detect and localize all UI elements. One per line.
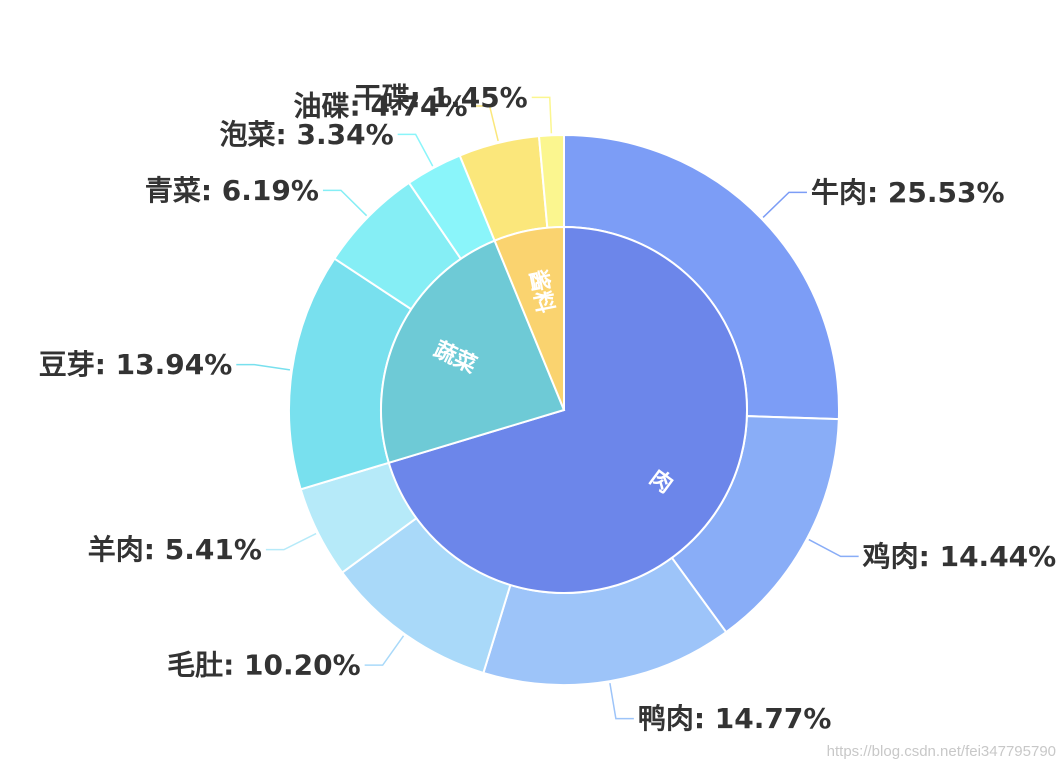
inner-slice-1 (380, 239, 566, 465)
inner-ring (380, 225, 748, 594)
leader-line-9 (531, 96, 553, 134)
outer-slice-label-2: 鸭肉: 14.77% (638, 702, 832, 735)
leader-line-4 (265, 532, 317, 551)
leader-line-8 (471, 105, 499, 142)
inner-slice-2 (493, 225, 565, 411)
leader-line-1 (808, 538, 859, 558)
outer-slice-label-5: 豆芽: 13.94% (39, 348, 233, 381)
leader-line-3 (364, 635, 405, 666)
outer-ring (288, 133, 840, 686)
leader-line-6 (322, 189, 368, 217)
leader-line-7 (397, 133, 434, 167)
label-leader-lines (236, 96, 859, 720)
outer-slice-label-4: 羊肉: 5.41% (88, 533, 262, 566)
outer-slice-label-3: 毛肚: 10.20% (167, 649, 361, 682)
outer-slice-label-7: 泡菜: 3.34% (220, 118, 394, 151)
outer-slice-label-1: 鸡肉: 14.44% (862, 540, 1057, 573)
outer-slice-label-6: 青菜: 6.19% (145, 174, 319, 207)
inner-slice-0 (387, 225, 748, 594)
watermark: https://blog.csdn.net/fei347795790 (826, 743, 1056, 760)
leader-line-5 (236, 363, 291, 371)
outer-slice-label-9: 干碟: 1.45% (354, 81, 528, 114)
outer-slice-label-8: 油碟: 4.74% (294, 89, 468, 122)
outer-slice-label-0: 牛肉: 25.53% (811, 176, 1005, 209)
outer-labels: 牛肉: 25.53% 鸡肉: 14.44% 鸭肉: 14.77% 毛肚: 10.20%… (39, 81, 1057, 735)
leader-line-2 (609, 683, 634, 720)
leader-line-0 (762, 191, 807, 218)
